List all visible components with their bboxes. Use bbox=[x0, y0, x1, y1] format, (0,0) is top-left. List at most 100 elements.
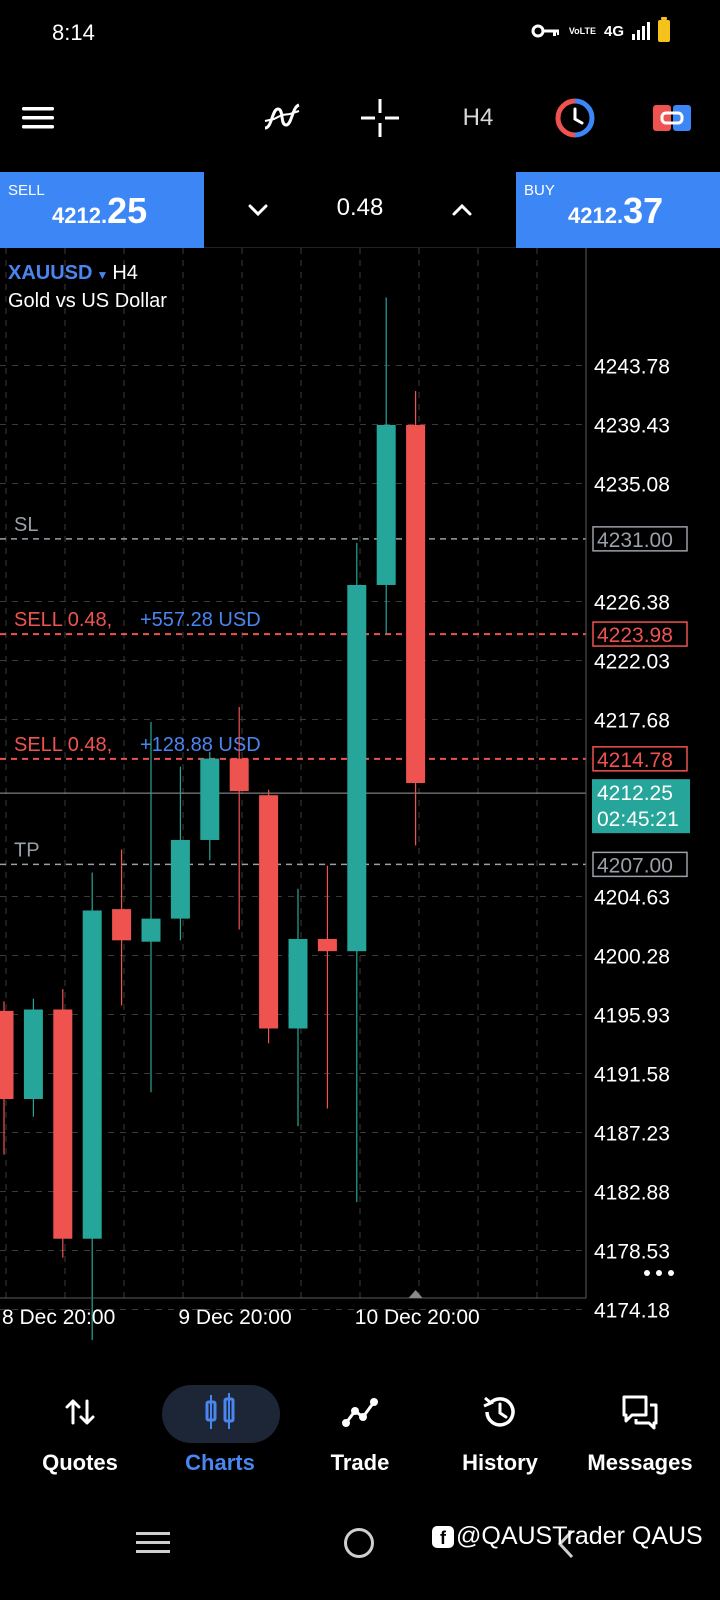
buy-button[interactable]: BUY 4212.37 bbox=[516, 172, 720, 248]
status-bar: 8:14 VoLTE 4G bbox=[0, 0, 720, 66]
nav-trade[interactable]: Trade bbox=[290, 1380, 430, 1490]
level-label-TP: TP bbox=[14, 839, 40, 861]
volte-icon: VoLTE bbox=[568, 25, 596, 36]
price-tick-label: 4217.68 bbox=[594, 710, 670, 733]
nav-label-history: History bbox=[462, 1450, 538, 1475]
level-tag-box-TP bbox=[592, 851, 688, 878]
level-pnl-position-1: +557.28 USD bbox=[140, 609, 261, 631]
price-tick-label: 4204.63 bbox=[594, 887, 670, 910]
indicators-icon[interactable] bbox=[260, 86, 304, 150]
sell-price-pips: 25 bbox=[107, 190, 148, 231]
home-icon[interactable] bbox=[344, 1528, 374, 1558]
timeframe-selector[interactable]: H4 bbox=[462, 104, 494, 131]
level-label-SL: SL bbox=[14, 514, 38, 536]
menu-icon[interactable] bbox=[18, 86, 58, 150]
nav-messages[interactable]: Messages bbox=[570, 1380, 710, 1490]
chevron-down-icon[interactable] bbox=[240, 192, 276, 228]
candle-body bbox=[53, 1009, 73, 1239]
candle-body bbox=[317, 938, 337, 952]
candle-body bbox=[112, 909, 132, 941]
lot-size-control: 0.48 bbox=[204, 172, 516, 248]
caret-down-icon[interactable]: ▼ bbox=[96, 268, 109, 282]
buy-label: BUY bbox=[524, 182, 555, 199]
symbol-timeframe: H4 bbox=[112, 262, 138, 284]
symbol-header[interactable]: XAUUSD ▼ H4 bbox=[8, 262, 138, 285]
level-tag-position-1: 4223.98 bbox=[597, 624, 673, 647]
chevron-up-icon[interactable] bbox=[444, 192, 480, 228]
price-tick-label: 4226.38 bbox=[594, 592, 670, 615]
price-tick-label: 4174.18 bbox=[594, 1300, 670, 1323]
price-tick-label: 4235.08 bbox=[594, 474, 670, 497]
price-tick-label: 4187.23 bbox=[594, 1123, 670, 1146]
candle-body bbox=[347, 584, 367, 952]
time-tick-label: 8 Dec 20:00 bbox=[2, 1306, 115, 1329]
price-tick-label: 4239.43 bbox=[594, 415, 670, 438]
candlestick-chart[interactable]: SL SELL 0.48, +557.28 USD SELL 0.48, +128.88… bbox=[0, 248, 720, 1340]
active-tab-indicator bbox=[162, 1385, 280, 1443]
crosshair-icon[interactable] bbox=[358, 86, 402, 150]
trade-icon bbox=[340, 1392, 380, 1432]
nav-label-trade: Trade bbox=[330, 1450, 390, 1475]
price-chart[interactable]: SL SELL 0.48, +557.28 USD SELL 0.48, +128.88… bbox=[0, 248, 720, 1340]
buy-price-main: 4212. bbox=[568, 203, 624, 228]
time-tick-label: 10 Dec 20:00 bbox=[355, 1306, 480, 1329]
candle-body bbox=[288, 938, 308, 1029]
more-options-icon[interactable] bbox=[644, 1270, 674, 1276]
sell-label: SELL bbox=[8, 182, 45, 199]
lot-size-value[interactable]: 0.48 bbox=[336, 194, 384, 221]
nav-history[interactable]: History bbox=[430, 1380, 570, 1490]
level-label-position-1: SELL 0.48, bbox=[14, 609, 112, 631]
level-tag-SL: 4231.00 bbox=[597, 529, 673, 552]
level-tag-box-position-1 bbox=[592, 621, 688, 647]
nav-label-messages: Messages bbox=[587, 1450, 693, 1475]
price-tick-label: 4178.53 bbox=[594, 1241, 670, 1264]
buy-price-pips: 37 bbox=[623, 190, 664, 231]
quick-trade-bar: SELL 4212.25 0.48 BUY 4212.37 bbox=[0, 172, 720, 248]
symbol-description: Gold vs US Dollar bbox=[8, 290, 167, 312]
candle-body bbox=[170, 839, 190, 919]
candle-body bbox=[406, 424, 426, 783]
nav-charts[interactable]: Charts bbox=[150, 1380, 290, 1490]
level-tag-TP: 4207.00 bbox=[597, 854, 673, 877]
candle-body bbox=[0, 1010, 14, 1100]
candle-body bbox=[23, 1009, 43, 1100]
candle-body bbox=[141, 918, 161, 942]
nav-quotes[interactable]: Quotes bbox=[10, 1380, 150, 1490]
level-tag-box-position-2 bbox=[592, 746, 688, 772]
price-tick-label: 4191.58 bbox=[594, 1064, 670, 1087]
bottom-navigation: Quotes Charts Trade History Messages bbox=[0, 1380, 720, 1490]
symbol-name[interactable]: XAUUSD bbox=[8, 262, 93, 284]
candle-body bbox=[259, 795, 279, 1029]
sell-button[interactable]: SELL 4212.25 bbox=[0, 172, 204, 248]
status-icons: VoLTE 4G bbox=[531, 17, 670, 42]
messages-icon bbox=[620, 1392, 660, 1432]
network-type: 4G bbox=[603, 22, 624, 40]
price-tick-label: 4222.03 bbox=[594, 651, 670, 674]
buy-price: 4212.37 bbox=[568, 190, 663, 232]
status-time: 8:14 bbox=[52, 20, 95, 45]
level-tag-position-2: 4214.78 bbox=[597, 749, 673, 772]
candle-body bbox=[200, 758, 220, 840]
one-click-trading-icon[interactable] bbox=[553, 86, 597, 150]
price-tick-label: 4182.88 bbox=[594, 1182, 670, 1205]
nav-label-charts: Charts bbox=[185, 1450, 255, 1475]
price-tick-label: 4200.28 bbox=[594, 946, 670, 969]
recent-apps-icon[interactable] bbox=[136, 1530, 170, 1561]
watermark-text: @QAUSTrader QAUS bbox=[456, 1522, 703, 1550]
signal-icon bbox=[632, 22, 650, 40]
level-label-position-2: SELL 0.48, bbox=[14, 734, 112, 756]
watermark: f @QAUSTrader QAUS bbox=[432, 1522, 703, 1551]
sell-price: 4212.25 bbox=[52, 190, 147, 232]
new-order-icon[interactable] bbox=[650, 86, 694, 150]
system-navigation: f @QAUSTrader QAUS bbox=[0, 1500, 720, 1600]
level-tag-box-SL bbox=[592, 526, 688, 552]
nav-label-quotes: Quotes bbox=[42, 1450, 118, 1475]
back-icon[interactable] bbox=[556, 1528, 576, 1565]
candle-body bbox=[229, 758, 249, 792]
sell-price-main: 4212. bbox=[52, 203, 108, 228]
vpn-key-icon bbox=[531, 24, 561, 38]
chart-toolbar: H4 bbox=[0, 86, 720, 150]
history-icon bbox=[480, 1392, 520, 1432]
level-pnl-position-2: +128.88 USD bbox=[140, 734, 261, 756]
facebook-icon: f bbox=[432, 1525, 454, 1548]
